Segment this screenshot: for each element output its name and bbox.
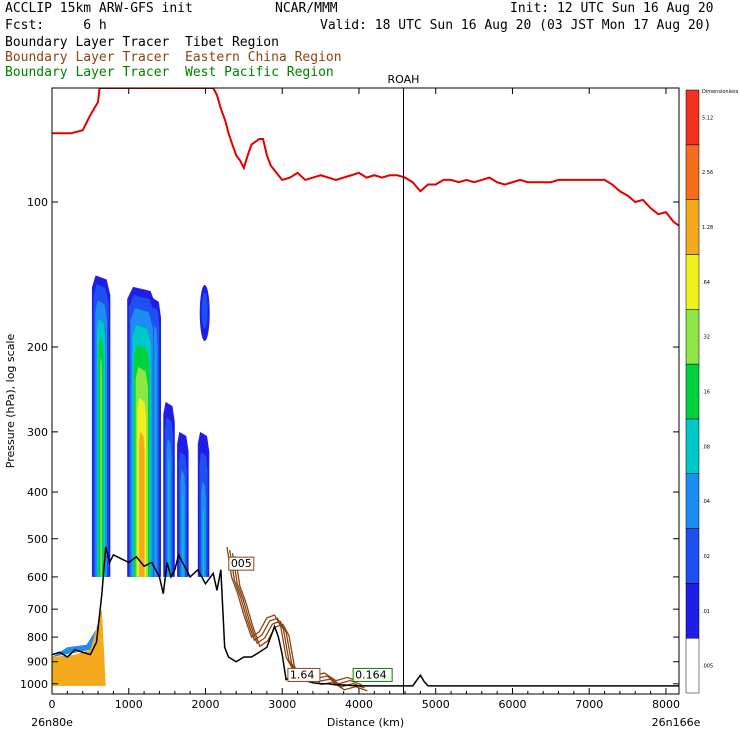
x-tick-label-7: 7000 [575, 698, 603, 711]
tracer3-label: Boundary Layer Tracer West Pacific Regio… [5, 65, 334, 80]
x-tick-label-8: 8000 [652, 698, 680, 711]
colorbar-label-5: .16 [702, 390, 710, 396]
tracer-blob-inner [201, 292, 208, 329]
eastern-china-contour-0 [226, 546, 360, 683]
colorbar-swatch-5 [685, 363, 700, 420]
tracer1-label: Boundary Layer Tracer Tibet Region [5, 35, 279, 50]
colorbar-swatch-0 [685, 637, 700, 694]
tracer-fill-level-4-col-5 [202, 507, 205, 577]
contour-label-0: 005 [231, 557, 252, 570]
y-axis-label: Pressure (hPa), log scale [4, 334, 17, 469]
x-tick-label-2: 2000 [191, 698, 219, 711]
tracer-fill-level-6-col-0 [100, 357, 102, 577]
terrain-line [52, 546, 679, 687]
y-tick-label-3: 400 [27, 486, 48, 499]
colorbar-swatch-2 [685, 528, 700, 584]
eastern-china-contour-2 [231, 553, 365, 689]
x-tick-label-6: 6000 [498, 698, 526, 711]
header-line1-left: ACCLIP 15km ARW-GFS init [5, 1, 193, 16]
tracer-fill-level-4-col-4 [182, 492, 184, 577]
colorbar-label-4: .08 [702, 444, 710, 450]
y-tick-label-9: 1000 [20, 678, 48, 691]
x-tick-label-4: 4000 [345, 698, 373, 711]
y-tick-label-4: 500 [27, 533, 48, 546]
colorbar-swatch-3 [685, 473, 700, 529]
tracer-fill-level-8-col-1 [139, 431, 145, 577]
colorbar-swatch-9 [685, 144, 700, 200]
contour-label-box-0 [228, 556, 255, 571]
header-line1-mid: NCAR/MMM [275, 1, 338, 16]
plot-frame [51, 87, 680, 695]
x-tick-label-1: 1000 [115, 698, 143, 711]
x-tick-label-0: 0 [49, 698, 56, 711]
marker-label: ROAH [388, 73, 420, 86]
colorbar-swatch-6 [685, 309, 700, 365]
colorbar-label-0: .005 [702, 664, 713, 670]
colorbar-label-8: 1.28 [702, 225, 713, 231]
colorbar-top-label: Dimensionless [702, 89, 739, 95]
end-location-label: 26n166e [652, 716, 701, 729]
header-line1-right: Init: 12 UTC Sun 16 Aug 20 [510, 1, 714, 16]
contour-label-box-1 [287, 667, 321, 682]
x-tick-label-3: 3000 [268, 698, 296, 711]
contour-label-2: 0.164 [355, 668, 387, 681]
tracer-low-layer-edge [52, 609, 102, 658]
tropopause-line [52, 88, 679, 227]
x-tick-label-5: 5000 [422, 698, 450, 711]
contour-label-box-2 [352, 667, 393, 682]
tracer-fill-level-4-col-2 [155, 347, 156, 577]
colorbar-label-3: .04 [702, 499, 710, 505]
colorbar-swatch-4 [685, 418, 700, 474]
tracer-low-layer [52, 609, 106, 686]
y-tick-label-8: 900 [27, 656, 48, 669]
contour-label-1: 1.64 [290, 668, 315, 681]
y-tick-label-0: 100 [27, 196, 48, 209]
y-tick-label-5: 600 [27, 571, 48, 584]
colorbar-label-6: .32 [702, 335, 710, 341]
colorbar-label-10: 5.12 [702, 115, 713, 121]
eastern-china-contour-1 [229, 549, 362, 686]
y-tick-label-7: 800 [27, 631, 48, 644]
colorbar-swatch-7 [685, 254, 700, 310]
tracer-fill-level-4-col-3 [168, 458, 170, 577]
colorbar-swatch-8 [685, 199, 700, 255]
x-axis-label: Distance (km) [327, 716, 404, 729]
header-line2-right: Valid: 18 UTC Sun 16 Aug 20 (03 JST Mon … [320, 18, 712, 33]
colorbar-label-7: .64 [702, 280, 710, 286]
colorbar-label-9: 2.56 [702, 170, 713, 176]
header-line2-left: Fcst: 6 h [5, 18, 107, 33]
tracer2-label: Boundary Layer Tracer Eastern China Regi… [5, 50, 342, 65]
colorbar-swatch-1 [685, 583, 700, 639]
y-tick-label-6: 700 [27, 603, 48, 616]
colorbar-label-2: .02 [702, 554, 710, 560]
y-tick-label-1: 200 [27, 341, 48, 354]
colorbar-label-1: .01 [702, 609, 710, 615]
start-location-label: 26n80e [31, 716, 73, 729]
y-tick-label-2: 300 [27, 426, 48, 439]
colorbar-swatch-10 [685, 89, 700, 146]
